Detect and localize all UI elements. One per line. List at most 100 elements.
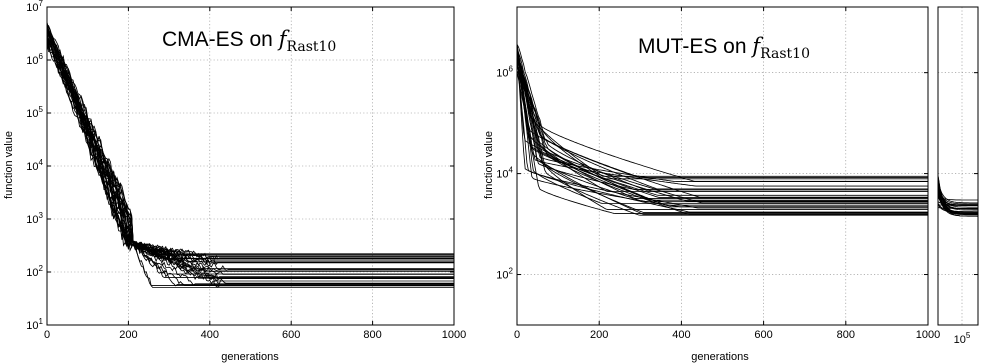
cma-run-line: [46, 43, 454, 260]
cma-run-line: [46, 30, 454, 288]
ext-run-line: [937, 186, 978, 214]
cma-run-line: [46, 39, 454, 275]
cma-run-line: [46, 41, 454, 281]
x-tick-label: 200: [590, 329, 608, 341]
ext-series-lines: [937, 175, 979, 217]
cma-run-line: [46, 29, 454, 256]
cma-run-line: [46, 23, 454, 264]
x-tick-label: 1000: [442, 329, 466, 341]
mut-run-line: [516, 50, 928, 202]
mut-run-line: [516, 54, 928, 206]
cma-run-line: [46, 24, 454, 275]
x-tick-label: 200: [119, 329, 137, 341]
mut-run-line: [516, 61, 928, 187]
y-tick-label: 104: [26, 158, 43, 173]
y-tick-label: 104: [496, 166, 513, 181]
mut-panel: 0 200 400 600 800 1000 102 104 106 MUT-ES on fRa…: [483, 6, 940, 363]
cma-run-line: [46, 37, 454, 264]
ext-run-line: [937, 202, 978, 213]
ext-run-line: [937, 181, 978, 208]
y-tick-label: 102: [496, 267, 513, 282]
y-tick-label: 101: [26, 317, 43, 332]
x-tick-label: 600: [282, 329, 300, 341]
x-tick-label: 800: [363, 329, 381, 341]
cma-run-line: [46, 21, 454, 259]
ext-run-line: [937, 181, 978, 204]
mut-series-lines: [516, 44, 928, 216]
cma-run-line: [46, 42, 454, 266]
cma-run-line: [46, 34, 454, 286]
cma-run-line: [46, 22, 454, 272]
y-tick-label: 105: [26, 105, 43, 120]
mut-run-line: [516, 49, 928, 216]
mut-run-line: [516, 53, 928, 190]
ext-plot-frame: [937, 6, 979, 326]
mut-run-line: [516, 70, 928, 198]
ext-run-line: [937, 176, 978, 215]
cma-run-line: [46, 38, 454, 266]
ext-x-tick-label: 105: [954, 331, 971, 346]
mut-run-line: [516, 46, 928, 177]
cma-run-line: [46, 36, 454, 272]
x-tick-label: 0: [44, 329, 50, 341]
mut-run-line: [516, 44, 928, 179]
cma-run-line: [46, 27, 454, 288]
cma-run-line: [46, 32, 454, 284]
cma-run-line: [46, 29, 454, 261]
mut-run-line: [516, 54, 928, 209]
cma-run-line: [46, 26, 454, 280]
y-tick-label: 103: [26, 211, 43, 226]
mut-run-line: [516, 71, 928, 215]
cma-run-line: [46, 29, 454, 281]
cma-series-lines: [46, 21, 454, 288]
mut-extension-panel: 105: [937, 6, 979, 346]
mut-run-line: [516, 45, 928, 208]
cma-run-line: [46, 30, 454, 278]
mut-y-axis-label: function value: [483, 131, 495, 199]
mut-run-line: [516, 48, 928, 183]
cma-title: CMA-ES on fRast10: [162, 27, 336, 55]
x-tick-label: 400: [672, 329, 690, 341]
mut-run-line: [516, 50, 928, 213]
x-tick-label: 800: [837, 329, 855, 341]
cma-run-line: [46, 38, 454, 255]
mut-run-line: [516, 48, 928, 210]
cma-panel: 0 200 400 600 800 1000 101 102 103 104 105 106 107 C…: [3, 0, 466, 363]
y-tick-label: 106: [496, 65, 513, 80]
x-tick-label: 400: [201, 329, 219, 341]
cma-run-line: [46, 44, 454, 287]
mut-run-line: [516, 63, 928, 196]
mut-run-line: [516, 46, 928, 215]
mut-plot-frame: [516, 6, 929, 326]
cma-y-axis-label: function value: [3, 131, 15, 199]
mut-run-line: [516, 49, 928, 214]
ext-run-line: [937, 187, 978, 216]
mut-run-line: [516, 47, 928, 199]
cma-run-line: [46, 37, 454, 273]
mut-title: MUT-ES on fRast10: [638, 34, 810, 62]
cma-run-line: [46, 29, 454, 283]
y-tick-label: 106: [26, 52, 43, 67]
mut-run-line: [516, 51, 928, 190]
ext-run-line: [937, 179, 978, 211]
cma-run-line: [46, 41, 454, 269]
mut-run-line: [516, 44, 928, 180]
mut-run-line: [516, 45, 928, 204]
mut-run-line: [516, 59, 928, 192]
cma-run-line: [46, 24, 454, 255]
cma-x-axis-label: generations: [221, 351, 279, 363]
cma-run-line: [46, 28, 454, 286]
x-tick-label: 0: [514, 329, 520, 341]
cma-axis-ticks: 0 200 400 600 800 1000 101 102 103 104 105 106 107: [26, 0, 466, 341]
ext-gridlines: [938, 7, 978, 325]
mut-run-line: [516, 55, 928, 208]
mut-axis-ticks: 0 200 400 600 800 1000 102 104 106: [496, 7, 940, 341]
cma-run-line: [46, 35, 454, 260]
mut-x-axis-label: generations: [691, 351, 749, 363]
mut-run-line: [516, 52, 928, 204]
mut-run-line: [516, 51, 928, 203]
ext-axis-ticks: [974, 72, 978, 276]
y-tick-label: 107: [26, 0, 43, 14]
cma-run-line: [46, 27, 454, 278]
